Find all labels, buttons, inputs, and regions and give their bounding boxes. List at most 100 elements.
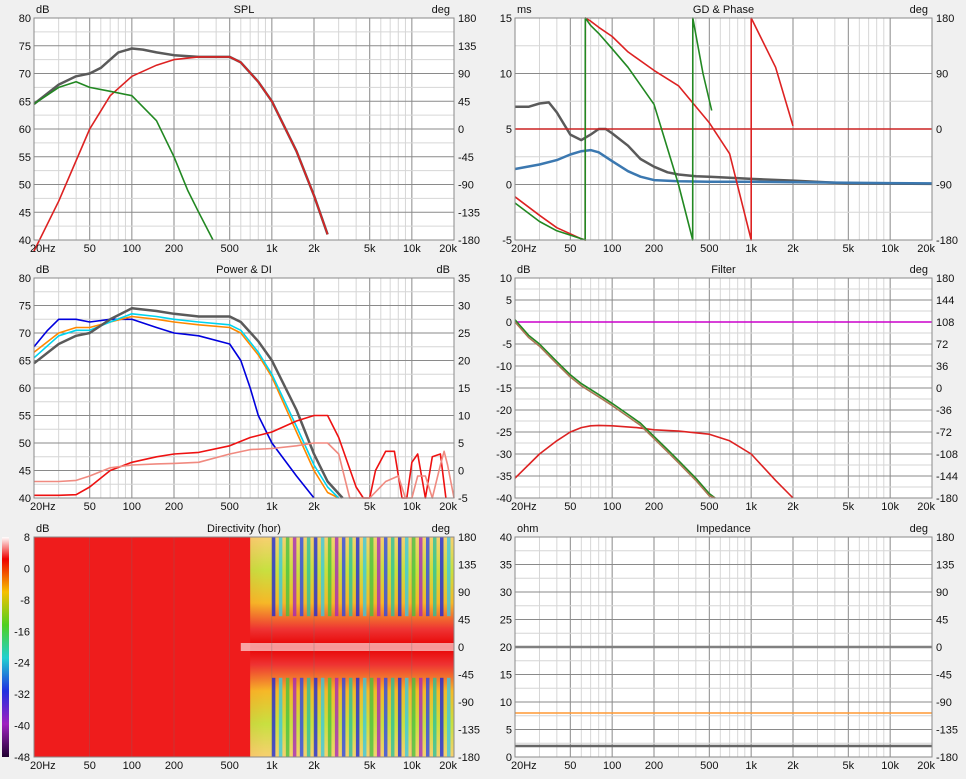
y2-tick-label: 0 <box>936 642 942 654</box>
series-line-0 <box>33 318 315 499</box>
y2-tick-label: 45 <box>936 615 948 627</box>
y2-tick-label: 90 <box>458 587 470 599</box>
x-tick-label: 100 <box>123 760 141 772</box>
y-tick-label: 60 <box>19 383 31 395</box>
y-tick-label: -48 <box>14 752 30 764</box>
y2-tick-label: -180 <box>936 235 958 247</box>
y-tick-label: 0 <box>506 317 512 329</box>
y2-tick-label: 180 <box>458 13 476 25</box>
directivity-lobe <box>355 677 360 757</box>
x-tick-label: 10k <box>881 243 899 255</box>
y-tick-label: -5 <box>502 339 512 351</box>
y2-tick-label: -135 <box>458 725 480 737</box>
y-tick-label: -15 <box>496 383 512 395</box>
x-tick-label: 200 <box>645 243 663 255</box>
directivity-lobe <box>411 677 416 757</box>
directivity-lobe <box>383 537 388 617</box>
x-tick-label: 200 <box>165 243 183 255</box>
x-tick-label: 5k <box>843 760 855 772</box>
x-tick-label: 50 <box>564 243 576 255</box>
y-axis-unit: dB <box>36 264 49 276</box>
directivity-lobe <box>432 677 437 757</box>
directivity-lobe <box>439 677 444 757</box>
directivity-lobe <box>369 537 374 617</box>
plot-border <box>33 277 455 499</box>
x-tick-label: 10k <box>881 760 899 772</box>
plot-border <box>514 17 933 241</box>
x-tick-label: 10k <box>403 501 421 513</box>
directivity-lobe <box>313 537 318 617</box>
directivity-lobe <box>313 677 318 757</box>
y2-tick-label: -90 <box>936 180 952 192</box>
x-tick-label: 5k <box>364 501 376 513</box>
directivity-lobe <box>390 677 395 757</box>
directivity-lobe <box>334 677 339 757</box>
x-tick-label: 2k <box>308 760 320 772</box>
x-tick-label: 20Hz <box>511 243 537 255</box>
y2-tick-label: 0 <box>458 124 464 136</box>
y-tick-label: 10 <box>500 273 512 285</box>
y2-tick-label: 36 <box>936 361 948 373</box>
y-tick-label: 70 <box>19 328 31 340</box>
x-tick-label: 2k <box>787 501 799 513</box>
y-tick-label: 15 <box>500 670 512 682</box>
directivity-lobe <box>320 537 325 617</box>
y2-tick-label: 108 <box>936 317 954 329</box>
y-tick-label: 20 <box>500 642 512 654</box>
x-tick-label: 100 <box>123 243 141 255</box>
y2-tick-label: -5 <box>458 493 468 505</box>
y-tick-label: -16 <box>14 626 30 638</box>
series-line-2 <box>514 319 716 499</box>
y-tick-label: 0 <box>506 752 512 764</box>
directivity-lobe <box>271 677 276 757</box>
y2-tick-label: -144 <box>936 471 958 483</box>
y2-axis-unit: deg <box>432 4 450 16</box>
x-tick-label: 500 <box>221 501 239 513</box>
y2-tick-label: 180 <box>936 532 954 544</box>
series-line-1 <box>514 148 933 185</box>
directivity-lobe <box>404 677 409 757</box>
directivity-lobe <box>292 677 297 757</box>
directivity-lobe <box>446 677 451 757</box>
y2-tick-label: 30 <box>458 301 470 313</box>
chart-title: Impedance <box>696 523 750 535</box>
plot-border <box>514 536 933 758</box>
chart-title: Directivity (hor) <box>207 523 281 535</box>
y-tick-label: 25 <box>500 615 512 627</box>
y2-tick-label: 72 <box>936 339 948 351</box>
y-tick-label: 10 <box>500 69 512 81</box>
y2-tick-label: 0 <box>458 466 464 478</box>
y-tick-label: 45 <box>19 466 31 478</box>
x-tick-label: 200 <box>165 760 183 772</box>
y2-tick-label: -135 <box>458 207 480 219</box>
x-tick-label: 5k <box>843 243 855 255</box>
series-line-0 <box>515 101 933 186</box>
y-axis-unit: dB <box>36 523 49 535</box>
y-tick-label: 55 <box>19 411 31 423</box>
x-tick-label: 20Hz <box>511 501 537 513</box>
y-tick-label: 50 <box>19 438 31 450</box>
directivity-lobe <box>299 677 304 757</box>
y2-tick-label: 45 <box>458 96 470 108</box>
plot-border <box>514 277 933 499</box>
x-tick-label: 50 <box>84 501 96 513</box>
directivity-peak-band <box>240 643 454 651</box>
x-tick-label: 20k <box>917 243 935 255</box>
y2-tick-label: 90 <box>458 69 470 81</box>
x-tick-label: 20k <box>439 243 457 255</box>
directivity-lobe <box>446 537 451 617</box>
directivity-lobe <box>327 537 332 617</box>
y-tick-label: 5 <box>506 124 512 136</box>
y2-tick-label: -135 <box>936 725 958 737</box>
directivity-lobe <box>425 537 430 617</box>
y2-tick-label: 180 <box>936 273 954 285</box>
series-line-2 <box>33 313 340 499</box>
y-tick-label: 0 <box>506 180 512 192</box>
y-tick-label: 80 <box>19 13 31 25</box>
x-tick-label: 5k <box>364 760 376 772</box>
y-tick-label: 10 <box>500 697 512 709</box>
y2-tick-label: 45 <box>458 615 470 627</box>
x-tick-label: 200 <box>645 760 663 772</box>
